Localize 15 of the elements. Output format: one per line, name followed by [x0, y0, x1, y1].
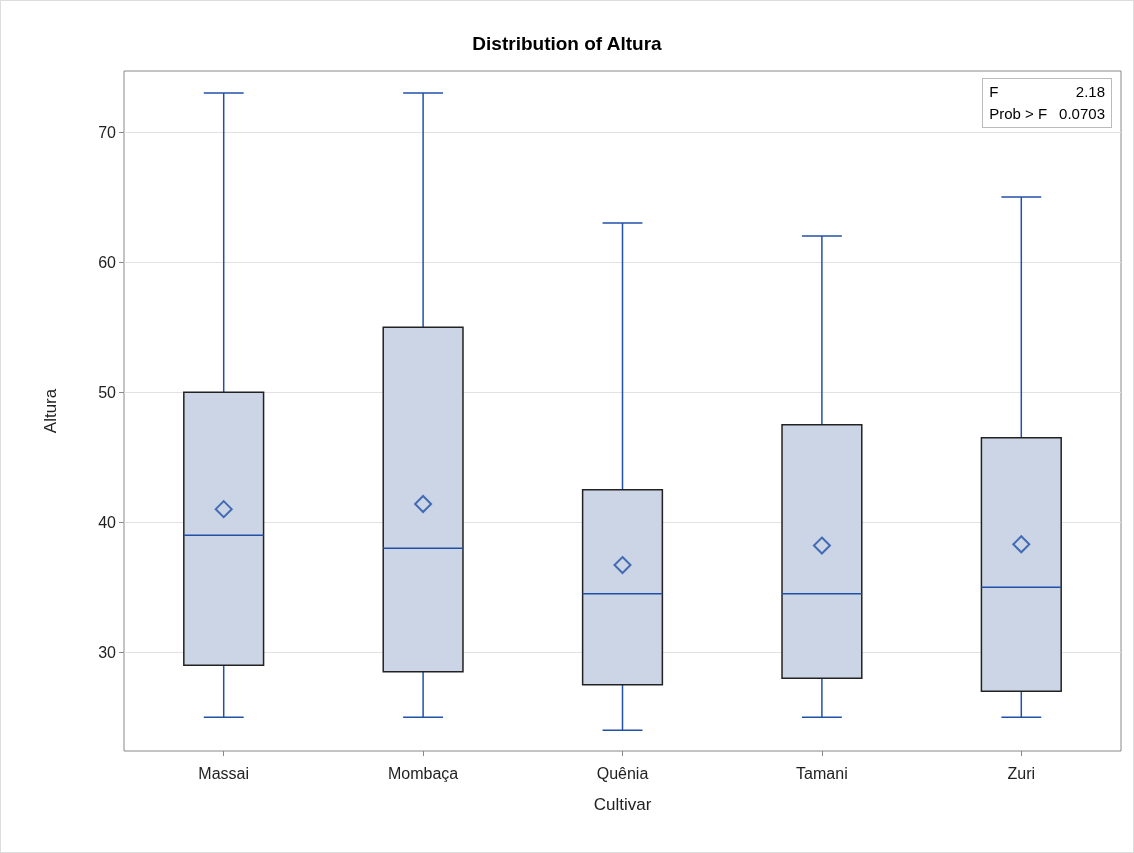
statistics-box: F 2.18 Prob > F 0.0703	[982, 78, 1112, 128]
chart-title: Distribution of Altura	[472, 33, 663, 54]
y-tick-label: 60	[98, 253, 117, 271]
y-tick-label: 30	[98, 643, 117, 661]
x-tick-label: Quênia	[596, 764, 649, 782]
x-tick-label: Mombaça	[387, 764, 459, 782]
x-axis-title: Cultivar	[593, 795, 652, 814]
annotation: Prob > F 0.0703	[989, 104, 1105, 124]
x-tick-label: Zuri	[1007, 764, 1036, 782]
y-tick-label: 50	[98, 383, 117, 401]
x-tick-label: Massai	[198, 764, 250, 782]
y-tick-label: 40	[98, 513, 117, 531]
y-tick-label: 70	[98, 123, 117, 141]
y-axis-title: Altura	[41, 388, 60, 434]
x-tick-label: Tamani	[796, 764, 848, 782]
